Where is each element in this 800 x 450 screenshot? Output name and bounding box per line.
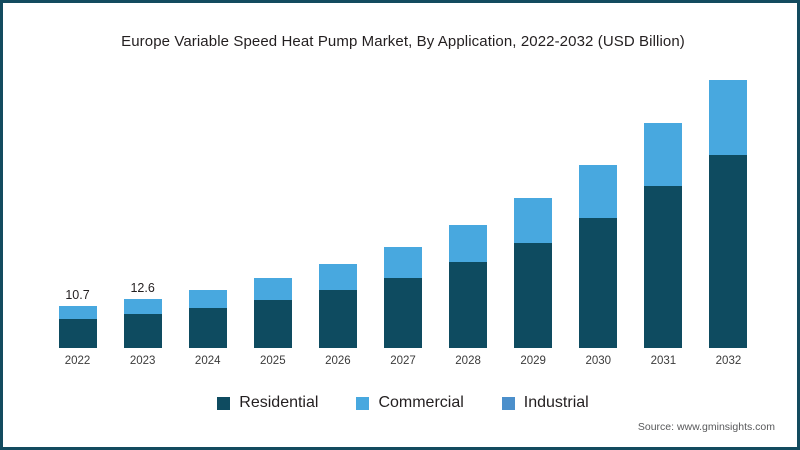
chart-title: Europe Variable Speed Heat Pump Market, … <box>121 33 685 50</box>
bar-value-label: 10.7 <box>65 288 90 303</box>
source-attribution: Source: www.gminsights.com <box>637 421 775 433</box>
bar-segment-residential[interactable] <box>579 217 618 348</box>
bar-segment-commercial[interactable] <box>318 264 357 291</box>
x-axis-tick-2032: 2032 <box>715 355 742 367</box>
bar-segment-residential[interactable] <box>449 262 488 348</box>
legend-label: Residential <box>239 394 319 411</box>
bar-group[interactable] <box>318 264 357 348</box>
bar-segment-commercial[interactable] <box>449 225 488 263</box>
bar-segment-commercial[interactable] <box>58 306 97 320</box>
x-axis: 2022 2023 2024 2025 2026 2027 2028 2029 2030 2031… <box>45 355 761 375</box>
bar-group[interactable]: 10.7 <box>58 288 97 348</box>
bar-segment-residential[interactable] <box>318 290 357 348</box>
bar-group[interactable] <box>188 289 227 348</box>
bar-group[interactable] <box>253 278 292 348</box>
x-axis-tick-2028: 2028 <box>455 355 481 367</box>
legend-label: Commercial <box>378 394 464 411</box>
legend-label: Industrial <box>523 394 589 411</box>
bar-segment-residential[interactable] <box>384 277 422 348</box>
x-axis-tick-2025: 2025 <box>260 355 286 367</box>
plot-area: 10.7 12.6 <box>45 55 761 348</box>
x-axis-tick-2030: 2030 <box>585 355 612 367</box>
bar-segment-residential[interactable] <box>188 308 227 348</box>
bar-group[interactable] <box>514 198 553 348</box>
legend-item-residential[interactable]: Residential <box>217 394 318 412</box>
bar-group[interactable] <box>579 164 618 348</box>
bar-segment-commercial[interactable] <box>514 198 553 243</box>
bar-segment-commercial[interactable] <box>644 122 683 186</box>
x-axis-tick-2024: 2024 <box>194 355 221 367</box>
bar-segment-commercial[interactable] <box>579 164 618 218</box>
bar-group[interactable]: 12.6 <box>123 281 162 348</box>
bar-segment-commercial[interactable] <box>123 298 162 315</box>
bar-group[interactable] <box>709 79 748 348</box>
legend-item-commercial[interactable]: Commercial <box>356 394 464 412</box>
bar-value-label: 12.6 <box>130 280 155 295</box>
bar-segment-commercial[interactable] <box>188 289 227 309</box>
bar-segment-residential[interactable] <box>514 242 553 348</box>
bar-segment-residential[interactable] <box>123 314 162 348</box>
chart-legend: Residential Commercial Industrial <box>3 394 800 412</box>
x-axis-tick-2026: 2026 <box>325 355 351 367</box>
bar-segment-residential[interactable] <box>253 299 292 348</box>
bar-segment-residential[interactable] <box>644 185 683 348</box>
legend-swatch-icon <box>356 396 370 410</box>
x-axis-tick-2023: 2023 <box>129 355 156 367</box>
legend-swatch-icon <box>501 396 515 410</box>
x-axis-tick-2027: 2027 <box>390 355 416 367</box>
bar-group[interactable] <box>644 122 683 348</box>
bar-segment-residential[interactable] <box>709 155 748 348</box>
bar-segment-commercial[interactable] <box>253 278 292 300</box>
bar-segment-commercial[interactable] <box>384 246 422 278</box>
x-axis-tick-2031: 2031 <box>650 355 677 367</box>
x-axis-tick-2029: 2029 <box>520 355 546 367</box>
bar-group[interactable] <box>449 225 488 348</box>
legend-item-industrial[interactable]: Industrial <box>501 394 589 412</box>
bar-segment-commercial[interactable] <box>709 79 748 156</box>
legend-swatch-icon <box>217 396 231 410</box>
x-axis-tick-2022: 2022 <box>64 355 91 367</box>
bar-segment-residential[interactable] <box>58 319 97 348</box>
bar-group[interactable] <box>384 246 422 348</box>
